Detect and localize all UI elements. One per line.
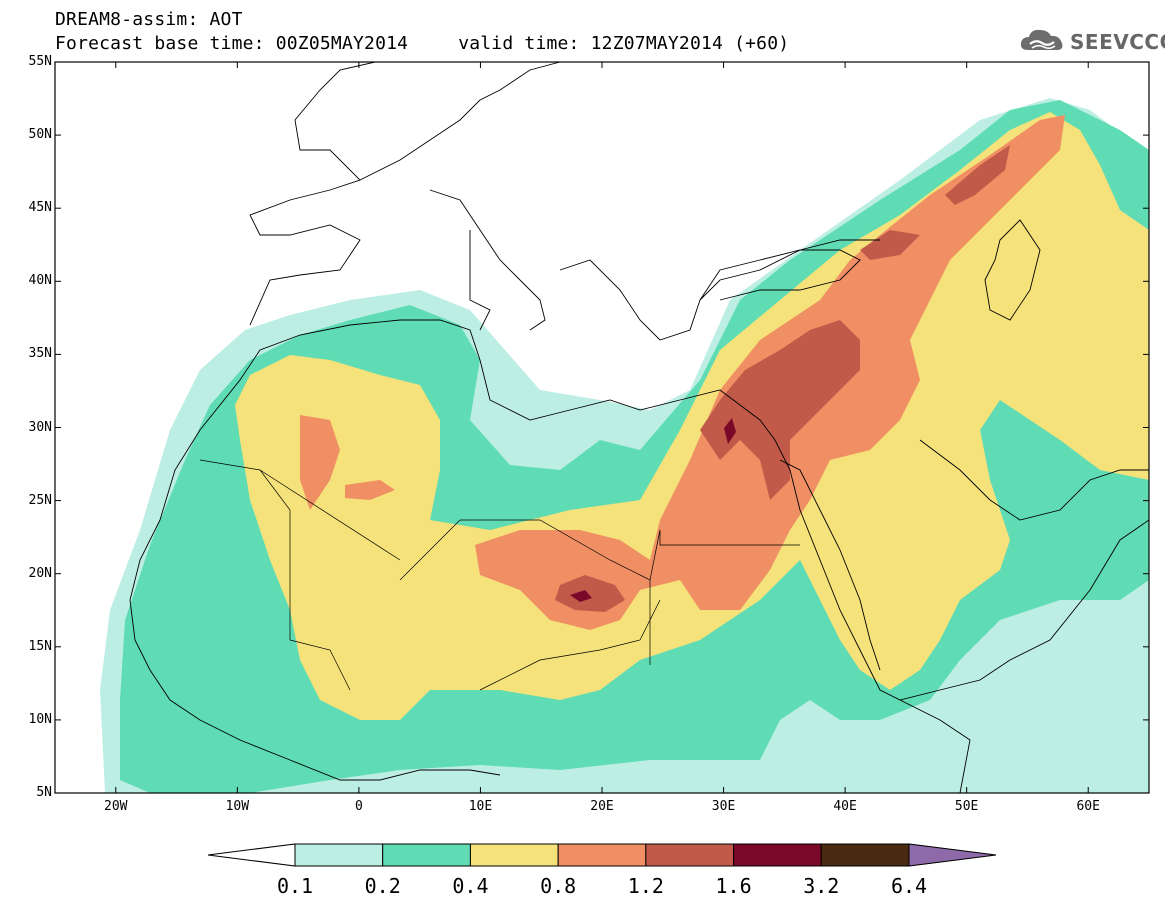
lon-label: 40E <box>833 799 857 814</box>
colorbar-label: 0.4 <box>452 874 489 898</box>
lat-label: 10N <box>28 711 52 727</box>
lat-label: 55N <box>28 54 52 69</box>
aot-band-1.2 <box>700 320 860 500</box>
lon-label: 20W <box>104 799 128 814</box>
colorbar-label: 3.2 <box>803 874 840 898</box>
aot-band-1.2 <box>945 145 1010 205</box>
aot-band-1.6 <box>570 590 592 602</box>
aot-band-1.2 <box>555 575 625 612</box>
lat-label: 35N <box>28 346 52 362</box>
aot-band-0.8 <box>300 415 340 510</box>
aot-band-1.2 <box>860 230 920 260</box>
lat-label: 30N <box>28 419 52 435</box>
aot-band-0.8 <box>345 480 395 500</box>
map-title: DREAM8-assim: AOT <box>55 9 243 30</box>
colorbar-label: 0.8 <box>540 874 577 898</box>
lon-label: 50E <box>954 799 979 814</box>
lat-label: 5N <box>36 785 52 800</box>
lon-label: 10W <box>225 799 250 814</box>
lon-label: 60E <box>1076 799 1100 814</box>
colorbar-label: 0.2 <box>364 874 401 898</box>
lat-label: 50N <box>28 127 52 143</box>
logo-text: SEEVCCC <box>1070 30 1165 54</box>
colorbar-label: 0.1 <box>276 874 314 898</box>
valid-time: valid time: 12Z07MAY2014 (+60) <box>458 33 790 54</box>
lat-label: 25N <box>28 492 52 508</box>
lat-label: 15N <box>28 638 52 654</box>
aot-band-1.6 <box>724 418 736 444</box>
base-time: Forecast base time: 00Z05MAY2014 <box>55 33 409 54</box>
lat-label: 20N <box>28 565 52 581</box>
lon-label: 0 <box>354 799 363 814</box>
lon-label: 30E <box>711 799 736 814</box>
lat-label: 40N <box>28 273 52 289</box>
map-subtitle: Forecast base time: 00Z05MAY2014 valid ti… <box>55 34 789 54</box>
seevccc-logo: SEEVCCC <box>1018 24 1165 56</box>
colorbar-label: 6.4 <box>890 874 928 898</box>
lon-label: 20E <box>590 799 614 814</box>
colorbar-label: 1.2 <box>627 874 664 898</box>
colorbar-label: 1.6 <box>715 874 752 898</box>
cloud-icon <box>1020 29 1063 50</box>
lon-label: 10E <box>468 799 493 814</box>
aot-field <box>100 98 1149 793</box>
coastlines <box>129 62 1149 793</box>
lat-label: 45N <box>28 200 52 216</box>
